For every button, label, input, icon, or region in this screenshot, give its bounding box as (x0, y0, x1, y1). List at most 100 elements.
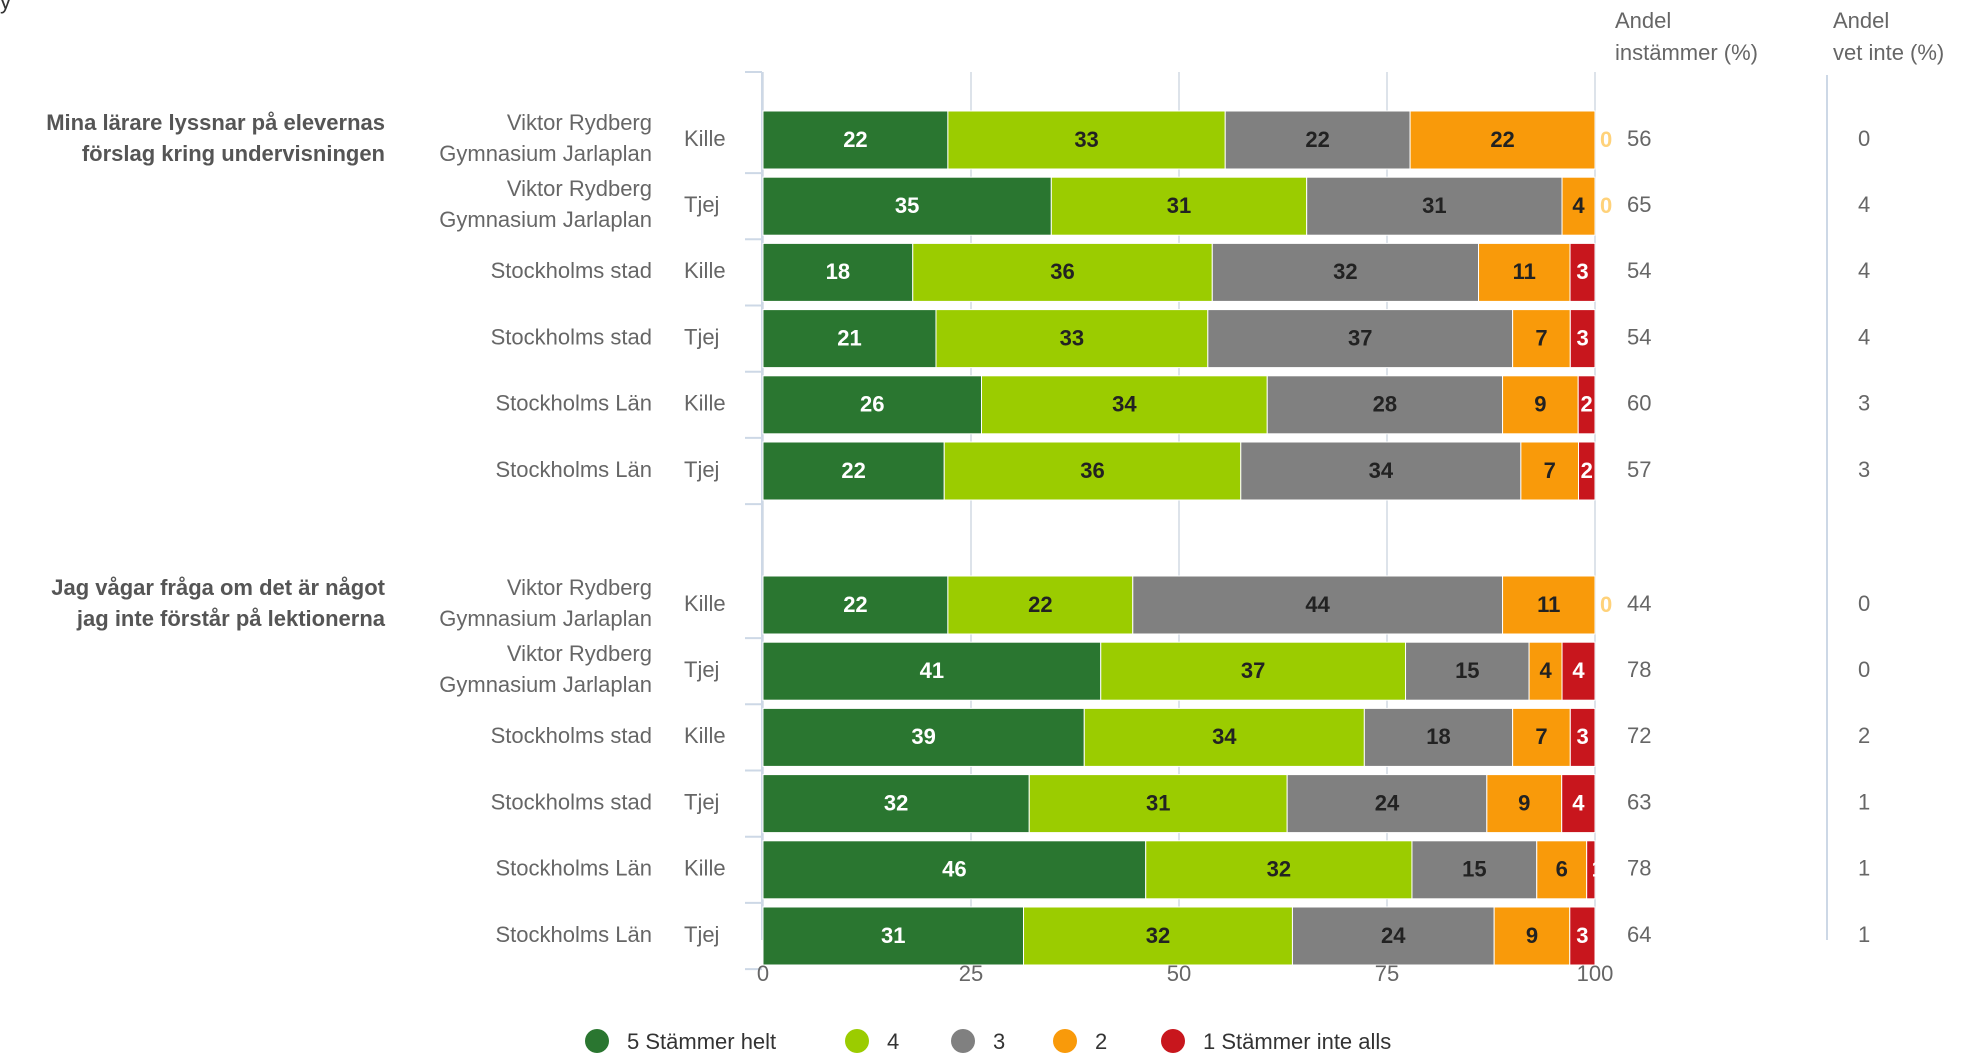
gender-label: Tjej (684, 922, 719, 947)
bar-segment (1577, 375, 1596, 435)
bar-value-label: 33 (1074, 127, 1098, 152)
vet-inte-value: 4 (1858, 324, 1870, 349)
title-fragment: y (0, 0, 11, 14)
gender-label: Tjej (684, 457, 719, 482)
bar-segment (1405, 641, 1530, 701)
bar-segment (762, 309, 937, 369)
instammer-value: 63 (1627, 789, 1651, 814)
bar-segment (1502, 575, 1596, 635)
bar-value-label: 2 (1581, 458, 1593, 483)
bar-value-label: 22 (841, 458, 865, 483)
unit-label: Stockholms Län (495, 856, 652, 881)
bar-value-label: 31 (1146, 790, 1170, 815)
legend-label: 2 (1095, 1029, 1107, 1054)
vet-inte-value: 0 (1858, 126, 1870, 151)
gender-label: Kille (684, 856, 726, 881)
x-tick-label: 0 (757, 961, 769, 986)
bar-segment (1266, 375, 1504, 435)
bar-value-label: 1 (1592, 857, 1604, 882)
legend-label: 4 (887, 1029, 899, 1054)
gender-label: Kille (684, 126, 726, 151)
bar-value-label: 31 (1422, 193, 1446, 218)
bar-value-label: 44 (1305, 592, 1330, 617)
instammer-value: 54 (1627, 258, 1651, 283)
x-tick-label: 50 (1167, 961, 1191, 986)
bar-value-label: 22 (843, 127, 867, 152)
gender-label: Tjej (684, 789, 719, 814)
legend-marker (951, 1029, 975, 1053)
instammer-value: 44 (1627, 591, 1651, 616)
unit-label: Stockholms Län (495, 391, 652, 416)
bar-value-label: 24 (1375, 790, 1400, 815)
bar-segment (1578, 441, 1596, 501)
bar-segment (1569, 906, 1596, 966)
bar-segment (1520, 441, 1580, 501)
bar-segment (1028, 774, 1288, 834)
instammer-value: 57 (1627, 457, 1651, 482)
vet-inte-value: 4 (1858, 258, 1870, 283)
bar-value-label: 32 (884, 790, 908, 815)
bar-value-label: 9 (1534, 392, 1546, 417)
bar-value-label: 3 (1576, 923, 1588, 948)
bar-segment (1502, 375, 1579, 435)
bar-value-label: 9 (1526, 923, 1538, 948)
bar-segment (1306, 176, 1563, 236)
legend-marker (1053, 1029, 1077, 1053)
bar-value-label: 7 (1544, 458, 1556, 483)
bar-segment (1561, 641, 1596, 701)
question-label: Jag vågar fråga om det är något (51, 575, 385, 600)
bar-value-label: 15 (1462, 857, 1486, 882)
bar-value-label: 11 (1513, 259, 1536, 284)
vet-inte-value: 0 (1858, 657, 1870, 682)
bar-value-label: 22 (1305, 127, 1329, 152)
bar-segment (1411, 840, 1538, 900)
unit-label: Viktor Rydberg (507, 176, 652, 201)
bars: 22 33 22 22 035 31 31 4 018 36 32 11 321 33 37 7 326 34 28… (762, 110, 1612, 966)
legend-label: 3 (993, 1029, 1005, 1054)
instammer-value: 54 (1627, 324, 1651, 349)
vet-inte-value: 3 (1858, 391, 1870, 416)
unit-label: Stockholms Län (495, 922, 652, 947)
bar-segment (762, 375, 983, 435)
legend-marker (585, 1029, 609, 1053)
bar-segment (1050, 176, 1308, 236)
bar-segment (935, 309, 1209, 369)
bar-value-label: 32 (1333, 259, 1357, 284)
gender-label: Kille (684, 391, 726, 416)
legend-marker (1161, 1029, 1185, 1053)
vet-inte-value: 3 (1858, 457, 1870, 482)
bar-segment (1493, 906, 1571, 966)
unit-label: Gymnasium Jarlaplan (439, 141, 652, 166)
bar-segment (1291, 906, 1495, 966)
bar-value-label: 46 (942, 857, 966, 882)
instammer-value: 72 (1627, 723, 1651, 748)
bar-value-label: 2 (1580, 392, 1592, 417)
bar-value-label: 9 (1518, 790, 1530, 815)
bar-segment (1100, 641, 1407, 701)
bar-segment (1569, 707, 1596, 767)
bar-value-label: 0 (1600, 193, 1612, 218)
bar-segment (1083, 707, 1365, 767)
bar-value-label: 24 (1381, 923, 1406, 948)
bar-segment (1478, 242, 1571, 302)
bar-value-label: 21 (837, 325, 861, 350)
header-vet-inte-line2: vet inte (%) (1833, 40, 1944, 65)
unit-label: Stockholms stad (491, 723, 652, 748)
bar-segment (1207, 309, 1514, 369)
gender-label: Kille (684, 591, 726, 616)
unit-label: Stockholms Län (495, 457, 652, 482)
bar-value-label: 7 (1535, 724, 1547, 749)
gender-label: Tjej (684, 324, 719, 349)
bar-segment (1528, 641, 1563, 701)
vet-inte-value: 1 (1858, 922, 1870, 947)
unit-label: Viktor Rydberg (507, 575, 652, 600)
bar-segment (762, 441, 945, 501)
bar-value-label: 28 (1373, 392, 1397, 417)
bar-segment (1145, 840, 1413, 900)
bar-value-label: 18 (1426, 724, 1450, 749)
gender-label: Tjej (684, 192, 719, 217)
bar-segment (1286, 774, 1488, 834)
instammer-value: 56 (1627, 126, 1651, 151)
bar-value-label: 32 (1267, 857, 1291, 882)
